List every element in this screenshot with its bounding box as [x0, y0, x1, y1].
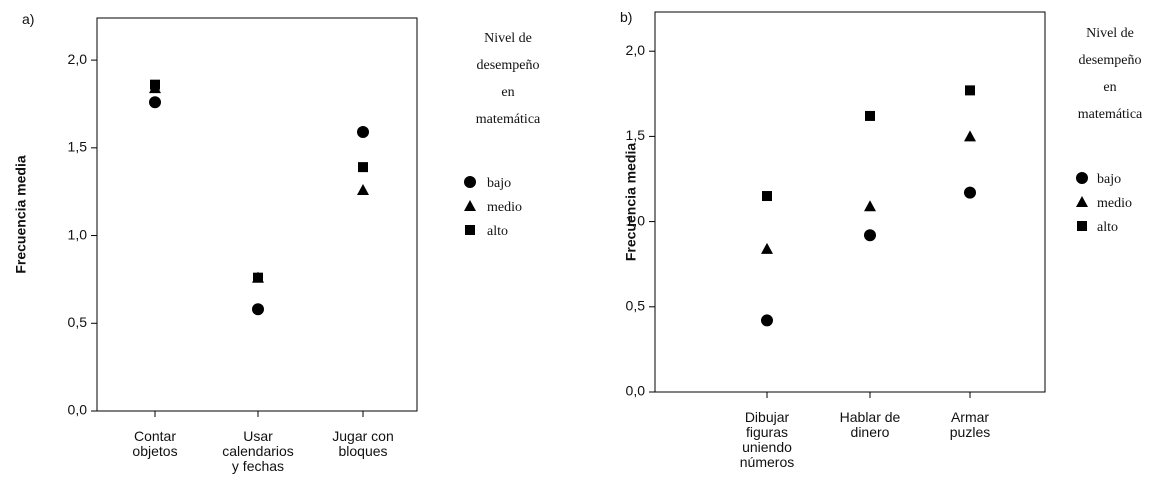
y-tick-label: 1,0	[68, 226, 88, 242]
y-tick-label: 1,5	[626, 127, 646, 143]
marker-triangle	[964, 130, 976, 142]
marker-circle	[761, 314, 773, 327]
marker-triangle	[1076, 196, 1088, 207]
y-tick-label: 0,5	[68, 314, 88, 330]
x-tick-label: Contar objetos	[132, 428, 177, 459]
x-tick-label: Dibujar figuras uniendo números	[740, 409, 794, 470]
marker-square	[762, 191, 772, 202]
marker-circle	[964, 186, 976, 199]
legend-label: alto	[487, 224, 508, 239]
marker-square	[253, 272, 263, 283]
y-axis-label: Frecuencia media	[623, 143, 639, 261]
y-tick-label: 0,0	[68, 402, 88, 418]
marker-triangle	[864, 200, 876, 212]
marker-square	[965, 85, 975, 96]
marker-circle	[149, 96, 161, 109]
plot-frame	[654, 11, 1046, 393]
marker-circle	[357, 126, 369, 139]
marker-square	[865, 110, 875, 121]
x-tick-label: Usar calendarios y fechas	[222, 428, 294, 474]
y-tick-label: 2,0	[626, 42, 646, 58]
panel-label: a)	[22, 11, 34, 27]
marker-square	[150, 79, 160, 90]
x-tick-label: Jugar con bloques	[332, 428, 393, 459]
y-tick-label: 2,0	[68, 51, 88, 67]
marker-circle	[864, 229, 876, 242]
legend-label: alto	[1097, 220, 1118, 235]
y-tick-label: 1,5	[68, 139, 88, 155]
legend-label: bajo	[1097, 172, 1121, 187]
x-tick-label: Hablar de dinero	[840, 409, 901, 440]
legend-label: bajo	[487, 176, 511, 191]
marker-triangle	[464, 200, 476, 211]
legend-label: medio	[1097, 196, 1132, 211]
x-tick-label: Armar puzles	[950, 409, 990, 440]
y-tick-label: 0,0	[626, 383, 646, 399]
y-tick-label: 0,5	[626, 298, 646, 314]
marker-square	[1077, 221, 1087, 231]
marker-circle	[464, 176, 476, 188]
marker-square	[358, 162, 368, 173]
y-axis-label: Frecuencia media	[13, 155, 29, 273]
marker-circle	[252, 303, 264, 316]
marker-triangle	[761, 242, 773, 254]
legend-title: Nivel de desempeño en matemática	[1078, 26, 1143, 122]
marker-circle	[1076, 172, 1088, 184]
plot-frame	[96, 17, 418, 412]
panel-label: b)	[620, 9, 632, 25]
y-tick-label: 1,0	[626, 212, 646, 228]
marker-triangle	[357, 183, 369, 195]
legend-title: Nivel de desempeño en matemática	[476, 31, 541, 127]
marker-square	[465, 225, 475, 235]
legend-label: medio	[487, 200, 522, 215]
